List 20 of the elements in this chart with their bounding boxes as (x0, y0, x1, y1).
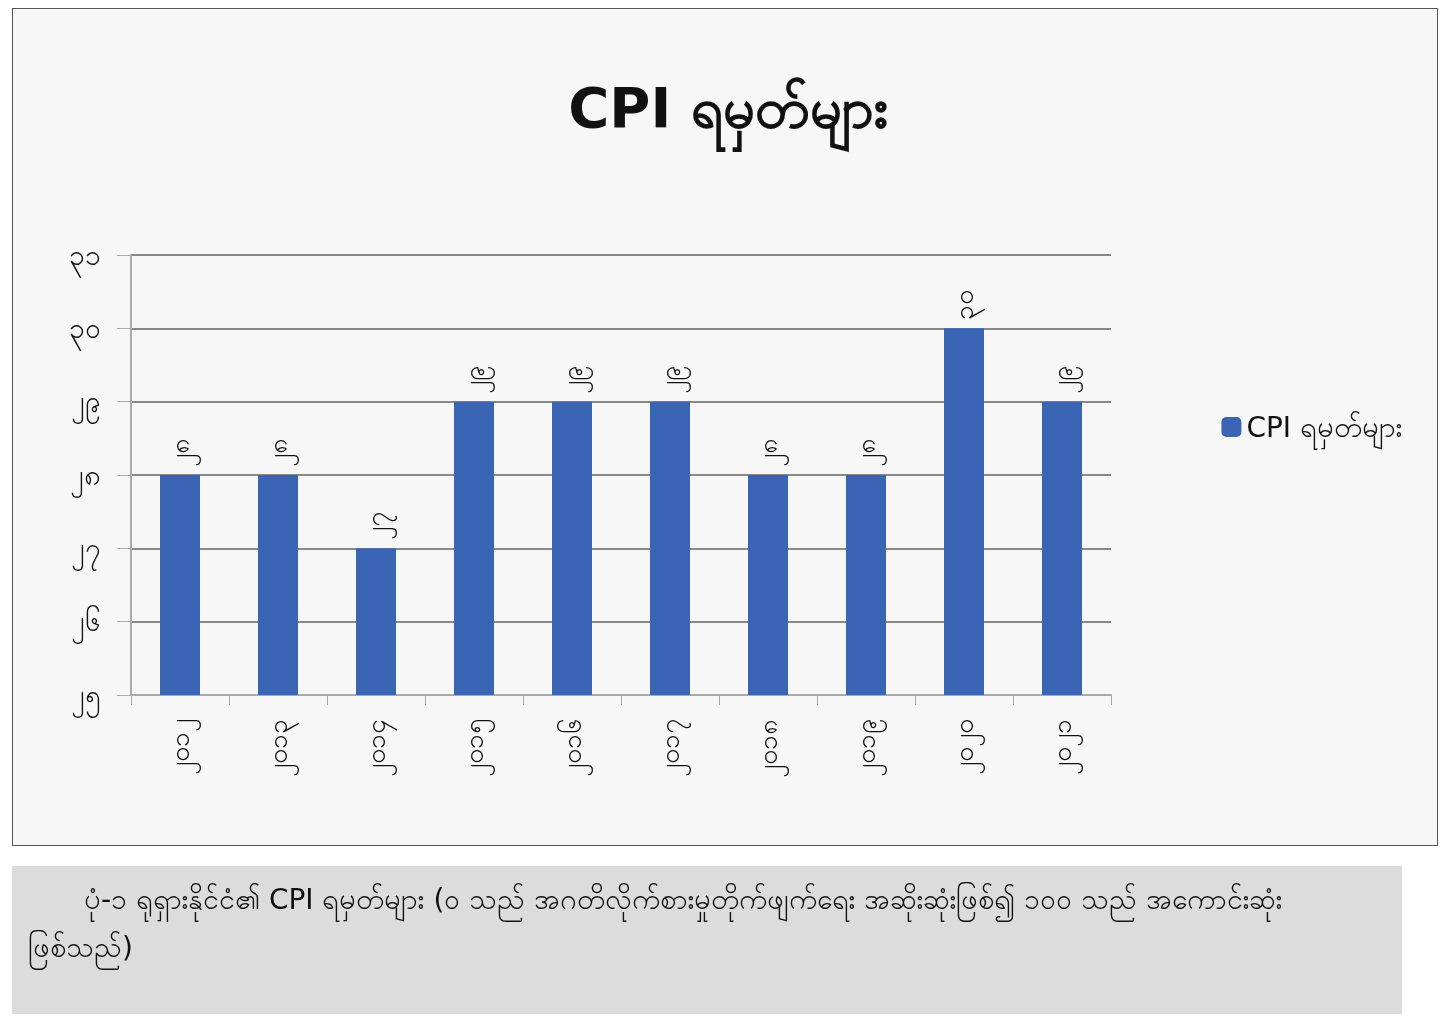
x-tick-label: ၂၀၂၀ (949, 719, 985, 775)
x-tick-label: ၂၀၁၈ (753, 719, 789, 778)
x-tick-label: ၂၀၁၇ (655, 719, 691, 777)
y-tick-label: ၂၇ (71, 531, 101, 571)
y-tick-label: ၂၈ (70, 458, 101, 498)
chart-title: CPI ရမှတ်များ (568, 74, 888, 153)
x-tick-label: ၂၀၁၉ (851, 719, 887, 777)
x-tick-label: ၂၀၁၅ (459, 719, 495, 777)
y-tick-label: ၃၀ (69, 311, 101, 351)
x-tick-label: ၂၀၁၃ (263, 719, 299, 777)
x-tick-label: ၂၀၁၂ (165, 719, 201, 775)
text: ပုံ-၁ ရုရှားနိုင်ငံ၏ CPI ရမှတ်များ (၀ သည် အဂတိလိုက်စားမှုတိုက်ဖျက်ရေး အဆိုးဆုံးဖြစ်၍ ၁၀၀ သည် အကောင်းဆုံးဖြစ်သည်) (12, 866, 1402, 1014)
x-tick-label: ၂၀၁၆ (556, 719, 593, 777)
y-tick-label: ၂၆ (71, 604, 101, 645)
legend-label: CPI ရမှတ်များ (1246, 409, 1402, 450)
y-tick-label: ၂၉ (71, 385, 101, 425)
y-tick-label: ၂၅ (71, 678, 101, 718)
y-tick-label: ၃၁ (69, 238, 101, 278)
x-tick-label: ၂၀၁၄ (361, 719, 397, 777)
x-tick-label: ၂၀၂၁ (1047, 719, 1083, 775)
